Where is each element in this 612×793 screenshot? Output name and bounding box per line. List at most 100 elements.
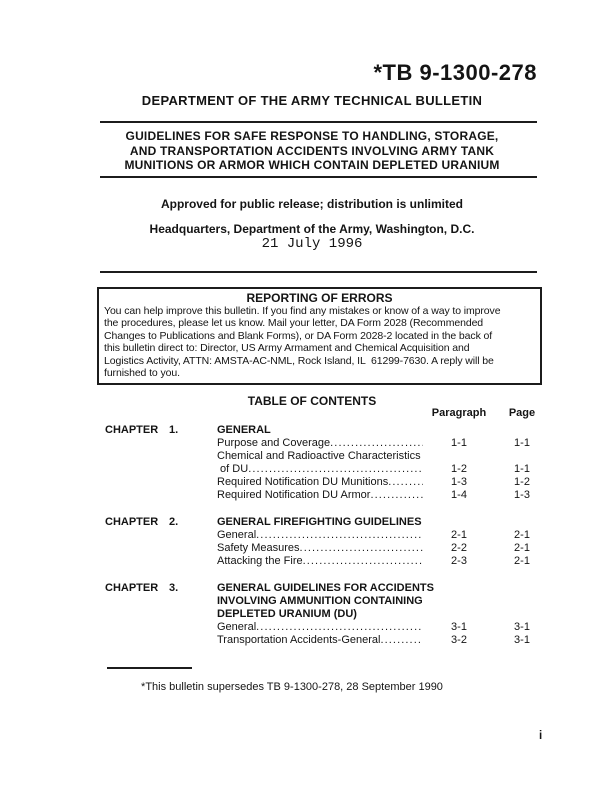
toc-chapter-title: GENERAL GUIDELINES FOR ACCIDENTS INVOLVIN… xyxy=(217,582,434,621)
toc-chapter-title-line: DEPLETED URANIUM (DU) xyxy=(217,608,357,620)
subject-line-1: GUIDELINES FOR SAFE RESPONSE TO HANDLING… xyxy=(125,129,499,143)
toc-paragraph-value: 3-2 xyxy=(451,634,467,646)
errors-box-line: furnished to you. xyxy=(104,367,180,380)
toc-chapter-heading-row: CHAPTER 1. GENERAL xyxy=(105,424,549,437)
toc-item-label: Purpose and Coverage xyxy=(217,437,331,449)
toc-item: Safety Measures xyxy=(217,542,423,555)
horizontal-rule-above-errors-box xyxy=(100,271,537,273)
toc-item: Transportation Accidents-General xyxy=(217,634,423,647)
toc-row: Required Notification DU Munitions 1-3 1-2 xyxy=(105,476,549,489)
toc-page-value xyxy=(495,516,549,529)
toc-item-label: General xyxy=(217,621,257,633)
headquarters-line: Headquarters, Department of the Army, Wa… xyxy=(149,222,475,236)
toc-item: Purpose and Coverage xyxy=(217,437,423,450)
toc-paragraph-value: 3-1 xyxy=(451,621,467,633)
toc-page-header: Page xyxy=(508,407,536,419)
horizontal-rule-middle xyxy=(100,176,537,178)
toc-item: Attacking the Fire xyxy=(217,555,423,568)
toc-row: Purpose and Coverage 1-1 1-1 xyxy=(105,437,549,450)
errors-box-body: You can help improve this bulletin. If y… xyxy=(104,305,535,379)
toc-page-value: 2-1 xyxy=(514,529,530,541)
toc-paragraph-value: 2-2 xyxy=(451,542,467,554)
toc-chapter-heading-row: CHAPTER 3. GENERAL GUIDELINES FOR ACCIDENT… xyxy=(105,582,549,621)
toc-dot-leader xyxy=(256,621,423,634)
errors-box-line: You can help improve this bulletin. If y… xyxy=(104,305,501,317)
horizontal-rule-top xyxy=(100,121,537,123)
toc-chapter-title-line: INVOLVING AMMUNITION CONTAINING xyxy=(217,595,423,607)
toc-chapter-title-line: GENERAL GUIDELINES FOR ACCIDENTS xyxy=(217,582,434,594)
toc-chapter: CHAPTER 3. GENERAL GUIDELINES FOR ACCIDENT… xyxy=(105,582,549,647)
toc-paragraph-value: 2-1 xyxy=(451,529,467,541)
toc-chapter-title: GENERAL xyxy=(217,424,423,437)
toc-page-value xyxy=(495,582,549,621)
toc-row: Transportation Accidents-General 3-2 3-1 xyxy=(105,634,549,647)
toc-page-value: 3-1 xyxy=(514,634,530,646)
toc-chapter-number: 3. xyxy=(169,582,179,594)
toc-page-value xyxy=(495,424,549,437)
toc-item-label: Chemical and Radioactive Characteristics xyxy=(217,450,421,462)
errors-box-line: this bulletin direct to: Director, US Ar… xyxy=(104,342,470,355)
toc-item-label: Required Notification DU Armor xyxy=(217,489,371,501)
errors-box-line: Changes to Publications and Blank Forms)… xyxy=(104,329,493,342)
supersession-note: *This bulletin supersedes TB 9-1300-278,… xyxy=(141,681,443,693)
toc-item-label: Required Notification DU Munitions xyxy=(217,476,389,488)
toc-chapter-title: GENERAL FIREFIGHTING GUIDELINES xyxy=(217,516,423,529)
footnote-rule xyxy=(107,667,192,669)
toc-chapter-title-line: GENERAL FIREFIGHTING GUIDELINES xyxy=(217,516,422,528)
toc-column-headers: Paragraph Page xyxy=(105,407,549,420)
toc-dot-leader xyxy=(256,529,423,542)
toc-page-value: 1-1 xyxy=(514,463,530,475)
toc-chapter-label: CHAPTER xyxy=(105,424,159,436)
page-number: i xyxy=(539,730,543,742)
toc-item-label: Safety Measures xyxy=(217,542,300,554)
toc-paragraph-value: 1-2 xyxy=(451,463,467,475)
toc-paragraph-value xyxy=(423,582,495,621)
publication-date: 21 July 1996 xyxy=(261,236,363,252)
doc-number: *TB 9-1300-278 xyxy=(373,60,537,85)
toc-row: Safety Measures 2-2 2-1 xyxy=(105,542,549,555)
toc-page-value xyxy=(495,450,549,463)
toc-paragraph-header: Paragraph xyxy=(431,407,487,419)
toc-paragraph-value: 2-3 xyxy=(451,555,467,567)
toc-chapter-title-line: GENERAL xyxy=(217,424,271,436)
toc-dot-leader xyxy=(300,542,423,555)
toc-page-value: 1-2 xyxy=(514,476,530,488)
toc-title: TABLE OF CONTENTS xyxy=(247,394,377,408)
toc-chapter: CHAPTER 2. GENERAL FIREFIGHTING GUIDELINES… xyxy=(105,516,549,568)
toc-item-label: Attacking the Fire xyxy=(217,555,303,567)
toc-row: General 2-1 2-1 xyxy=(105,529,549,542)
toc-dot-leader xyxy=(370,489,423,502)
toc-item: Chemical and Radioactive Characteristics xyxy=(217,450,423,463)
errors-box-title: REPORTING OF ERRORS xyxy=(246,291,393,305)
toc-chapter-label: CHAPTER xyxy=(105,516,159,528)
toc-item: General xyxy=(217,621,423,634)
toc-page-value: 1-1 xyxy=(514,437,530,449)
toc-page-value: 2-1 xyxy=(514,555,530,567)
distribution-statement: Approved for public release; distributio… xyxy=(160,197,464,211)
toc: Paragraph Page CHAPTER 1. GENERAL Purpose a… xyxy=(105,407,549,647)
toc-item-label: of DU xyxy=(217,463,249,475)
toc-page-value: 1-3 xyxy=(514,489,530,501)
errors-box-line: the procedures, please let us know. Mail… xyxy=(104,317,484,330)
toc-paragraph-value: 1-4 xyxy=(451,489,467,501)
toc-paragraph-value: 1-1 xyxy=(451,437,467,449)
toc-chapter-label: CHAPTER xyxy=(105,582,159,594)
toc-dot-leader xyxy=(388,476,423,489)
toc-dot-leader xyxy=(303,555,423,568)
toc-item: General xyxy=(217,529,423,542)
org-title: DEPARTMENT OF THE ARMY TECHNICAL BULLETI… xyxy=(141,93,483,108)
toc-dot-leader xyxy=(330,437,423,450)
toc-dot-leader xyxy=(248,463,423,476)
toc-page-value: 2-1 xyxy=(514,542,530,554)
subject-line-2: AND TRANSPORTATION ACCIDENTS INVOLVING A… xyxy=(129,143,495,158)
toc-item: of DU xyxy=(217,463,423,476)
toc-row: Required Notification DU Armor 1-4 1-3 xyxy=(105,489,549,502)
subject-line-3: MUNITIONS OR ARMOR WHICH CONTAIN DEPLETE… xyxy=(124,158,500,173)
toc-dot-leader xyxy=(380,634,423,647)
reporting-of-errors-box: REPORTING OF ERRORS You can help improve… xyxy=(97,287,542,386)
toc-row: of DU 1-2 1-1 xyxy=(105,463,549,476)
errors-box-line: Logistics Activity, ATTN: AMSTA-AC-NML, … xyxy=(104,354,494,367)
